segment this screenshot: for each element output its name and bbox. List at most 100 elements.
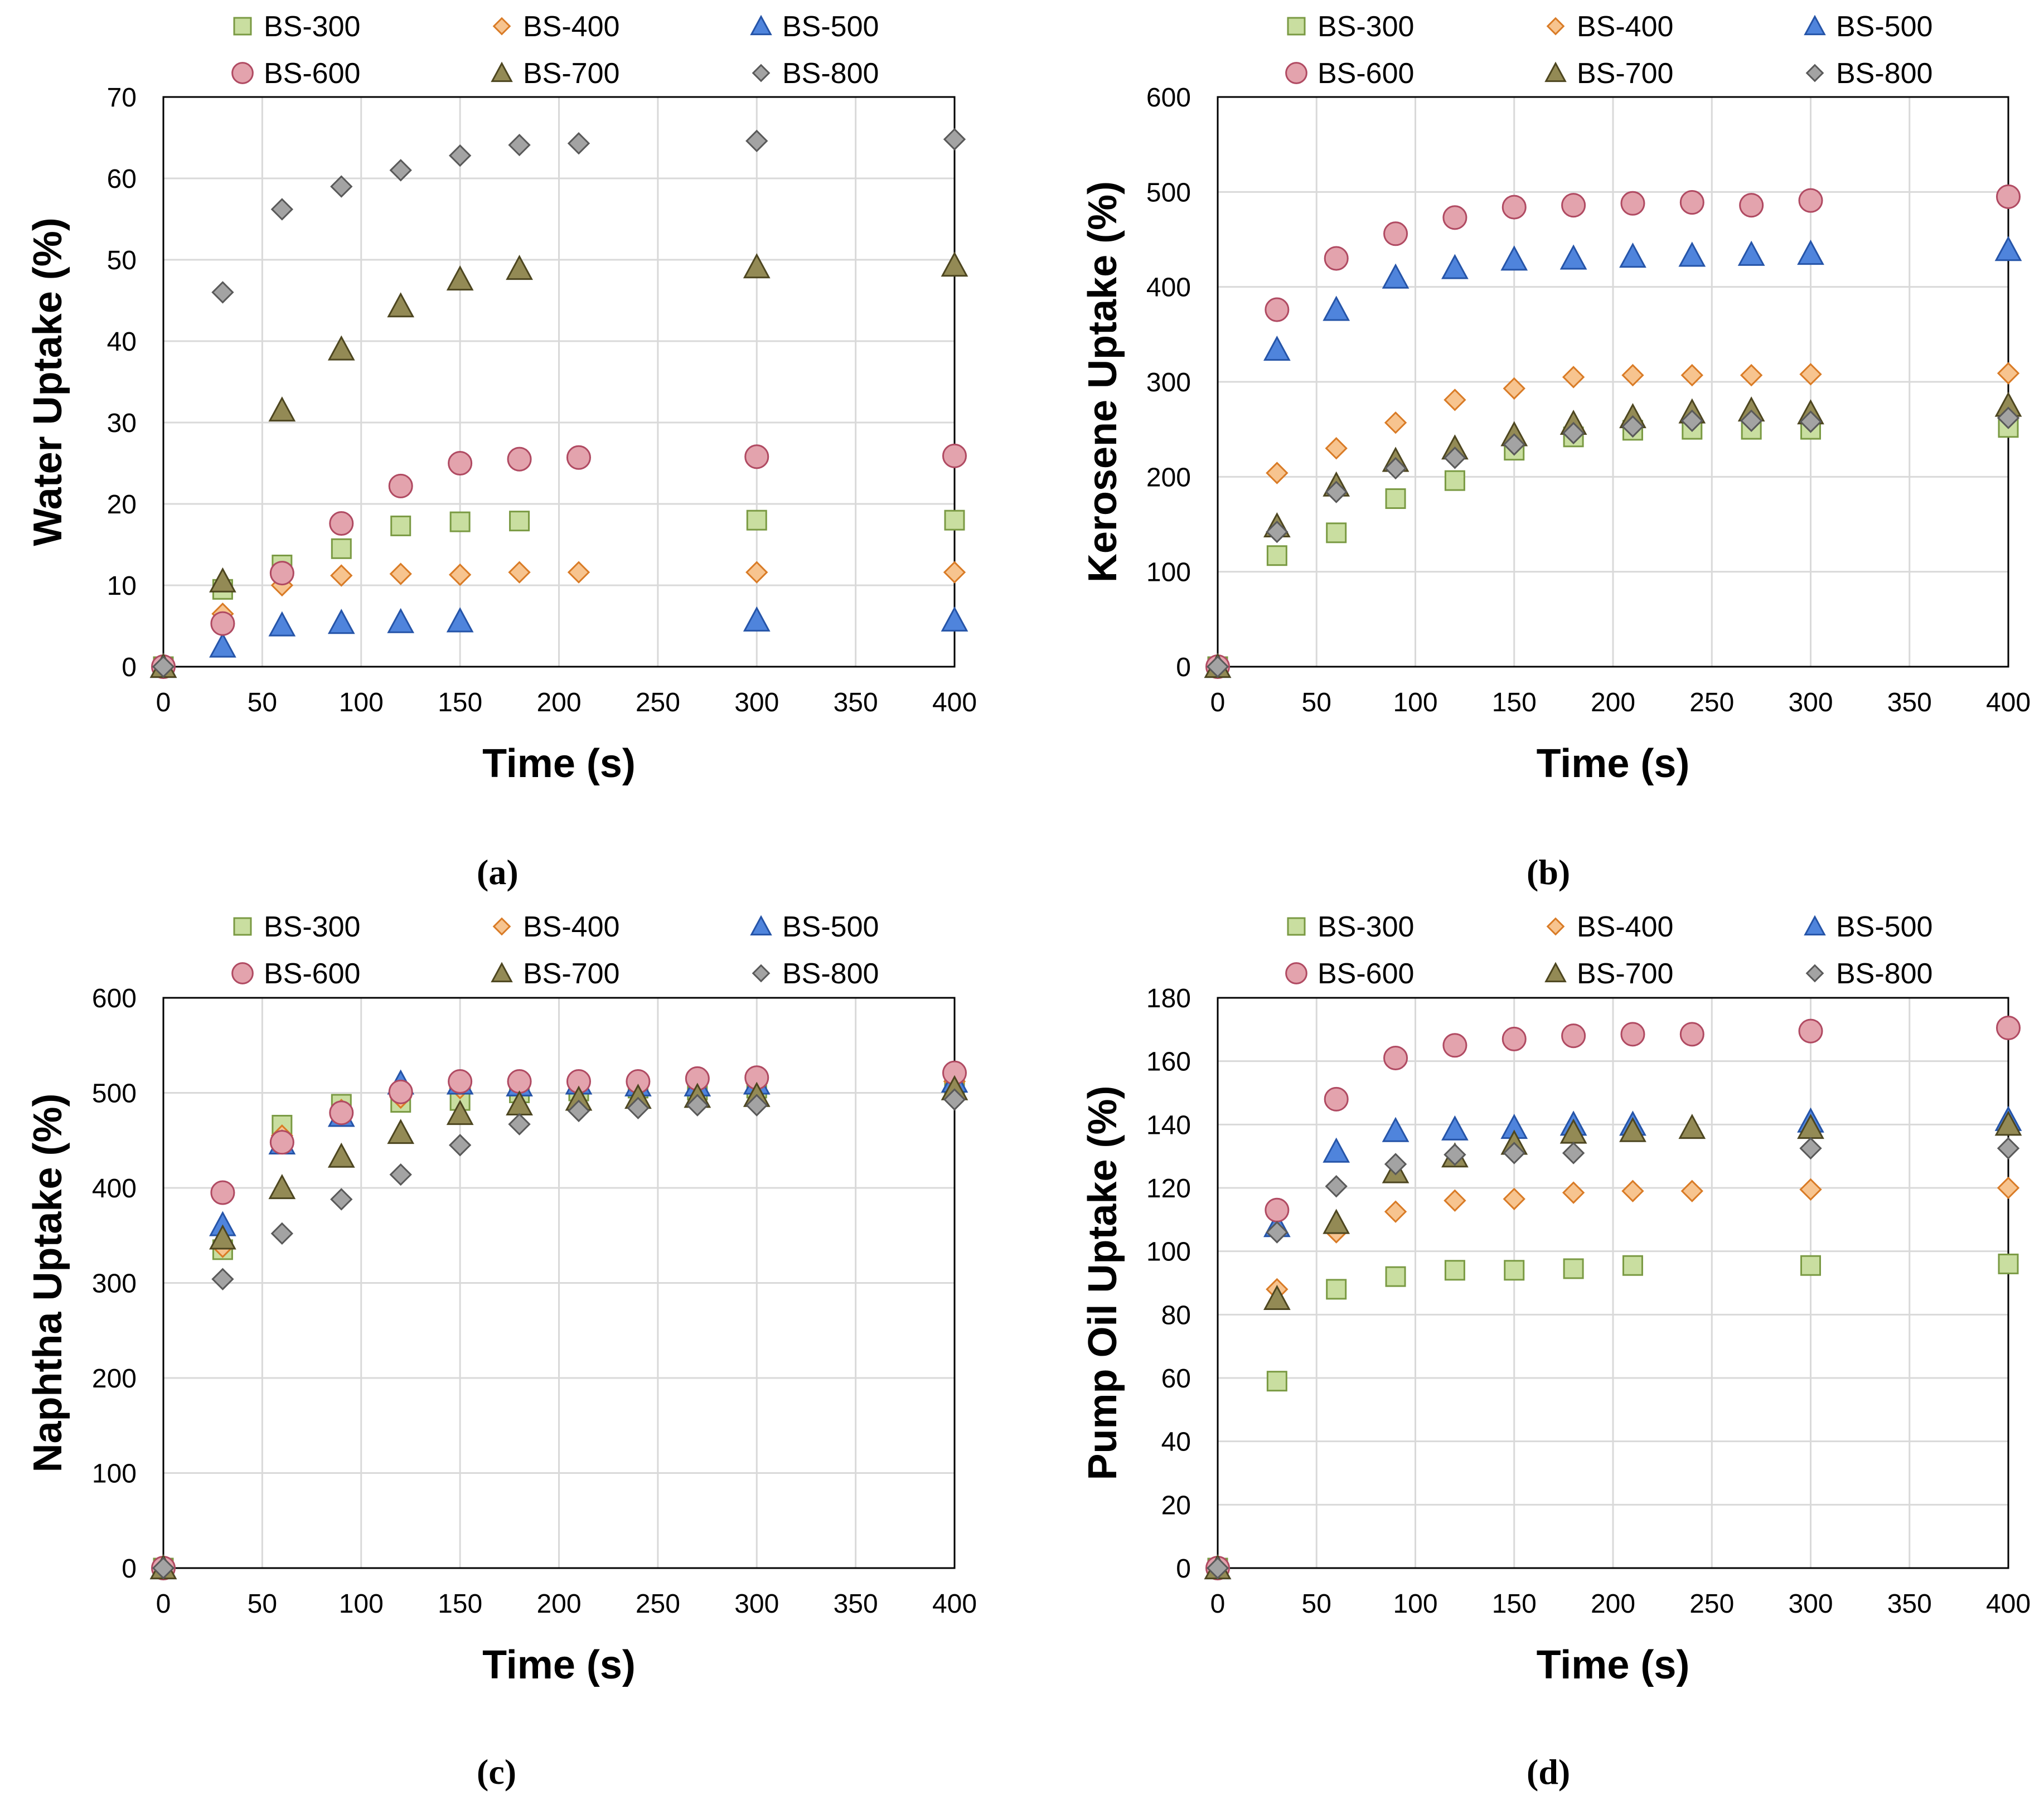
legend-marker — [752, 64, 771, 83]
x-tick-label: 150 — [1492, 688, 1537, 717]
y-tick-label: 100 — [1146, 558, 1191, 588]
legend-marker — [1804, 915, 1826, 936]
data-point — [1266, 462, 1289, 484]
x-tick-label: 400 — [1986, 1589, 2031, 1619]
plot-area-border — [162, 997, 956, 1569]
data-point — [1326, 522, 1347, 544]
data-point — [270, 198, 294, 221]
legend-marker — [1285, 962, 1307, 984]
legend-marker — [752, 964, 771, 983]
x-axis-title: Time (s) — [1537, 741, 1690, 786]
legend-marker — [492, 17, 511, 36]
x-axis-title: Time (s) — [482, 741, 636, 786]
data-point — [1441, 254, 1469, 279]
legend-marker — [1546, 917, 1565, 936]
data-point — [743, 606, 771, 632]
data-point — [507, 447, 532, 472]
data-point — [1325, 1175, 1348, 1198]
legend-label: BS-300 — [264, 11, 360, 43]
x-tick-label: 50 — [248, 1589, 277, 1619]
legend-label: BS-700 — [1577, 57, 1673, 90]
series-bs-300 — [1207, 1253, 2019, 1579]
data-point — [1799, 410, 1822, 433]
data-point — [1323, 1209, 1350, 1234]
x-tick-label: 300 — [1788, 1589, 1833, 1619]
data-point — [567, 132, 590, 155]
legend-marker — [233, 17, 252, 36]
data-point — [1263, 1284, 1291, 1310]
data-point — [943, 128, 966, 151]
data-point — [942, 443, 967, 468]
data-point — [567, 561, 590, 584]
legend-marker — [750, 915, 772, 936]
series-bs-700 — [149, 251, 968, 678]
series-bs-800 — [1206, 1137, 2020, 1580]
x-tick-label: 150 — [438, 1589, 482, 1619]
data-point — [211, 1268, 234, 1290]
legend-marker — [1287, 917, 1306, 936]
legend: BS-300 BS-400 BS-500 BS-600 BS-700 BS-800 — [1285, 911, 1932, 990]
data-point — [1619, 1117, 1646, 1142]
x-tick-label: 0 — [156, 1589, 171, 1619]
data-point — [1266, 1371, 1287, 1392]
y-tick-label: 0 — [122, 653, 137, 682]
data-point — [1442, 205, 1467, 230]
x-tick-label: 150 — [438, 688, 482, 717]
data-point — [1504, 1260, 1525, 1281]
data-point — [269, 1130, 294, 1155]
data-point — [1994, 1110, 2022, 1136]
y-tick-label: 100 — [92, 1459, 137, 1489]
legend-label: BS-700 — [1577, 958, 1673, 990]
y-tick-label: 0 — [1176, 1554, 1191, 1584]
data-point — [209, 1224, 236, 1250]
data-point — [1620, 1022, 1645, 1047]
data-point — [1263, 336, 1291, 361]
data-point — [1621, 1180, 1644, 1202]
data-point — [1503, 1142, 1525, 1164]
data-point — [1503, 377, 1525, 400]
data-point — [329, 1100, 354, 1125]
y-tick-label: 70 — [107, 83, 137, 113]
x-tick-label: 0 — [156, 688, 171, 717]
chart-panel-c: 0 50 100 150 200 250 300 350 400 0 100 200 300 400 500… — [26, 911, 977, 1687]
data-point — [627, 1096, 650, 1119]
data-point — [508, 561, 531, 584]
legend-label: BS-500 — [1836, 11, 1932, 43]
x-tick-label: 100 — [1393, 1589, 1437, 1619]
legend-marker — [1544, 61, 1567, 83]
legend-label: BS-600 — [264, 958, 360, 990]
data-point — [1740, 363, 1763, 387]
data-point — [943, 561, 966, 584]
data-point — [1503, 433, 1525, 456]
x-tick-label: 250 — [1689, 688, 1734, 717]
data-point — [1385, 488, 1406, 509]
legend-marker — [1285, 62, 1307, 84]
x-tick-label: 350 — [834, 688, 878, 717]
data-point — [1995, 1015, 2021, 1041]
data-point — [1500, 245, 1528, 271]
panel-label-b: (b) — [1527, 852, 1571, 892]
data-point — [1621, 363, 1644, 387]
data-point — [506, 255, 533, 280]
legend-label: BS-600 — [264, 57, 360, 90]
legend-label: BS-700 — [523, 57, 619, 90]
x-tick-label: 200 — [536, 1589, 581, 1619]
x-tick-label: 350 — [1887, 688, 1932, 717]
data-point — [1206, 1556, 1229, 1580]
data-point — [270, 1222, 294, 1245]
data-point — [446, 607, 474, 633]
data-point — [1997, 1176, 2020, 1200]
data-point — [1442, 1033, 1467, 1058]
x-tick-label: 50 — [1302, 688, 1331, 717]
data-point — [327, 1142, 355, 1168]
chart-panel-a: 0 50 100 150 200 250 300 350 400 0 10 20 30 40 50 60 70 T… — [26, 11, 977, 786]
data-point — [1385, 1266, 1406, 1287]
data-point — [1323, 1137, 1350, 1163]
y-tick-label: 20 — [107, 490, 137, 520]
x-tick-label: 100 — [339, 1589, 384, 1619]
data-point — [943, 1088, 966, 1111]
data-point — [388, 473, 413, 498]
data-point — [1563, 1258, 1584, 1279]
legend-label: BS-800 — [1836, 57, 1932, 90]
data-point — [1562, 366, 1585, 389]
